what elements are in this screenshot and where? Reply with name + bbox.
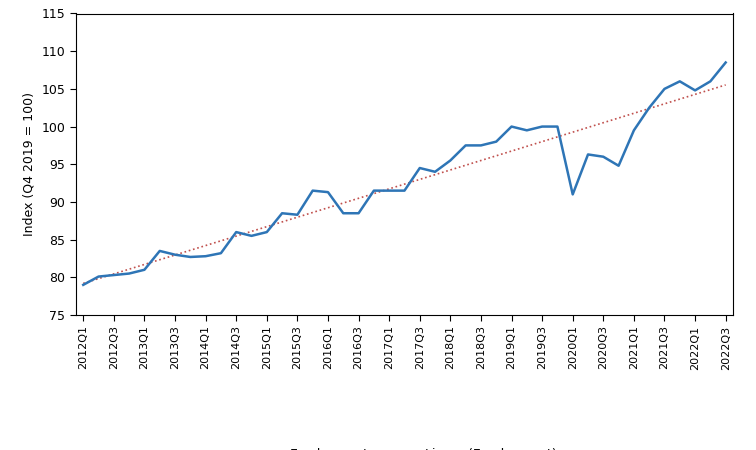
Employment [706,79,715,84]
Linear (Employment) [569,130,578,135]
Linear (Employment) [262,224,271,230]
Employment [339,211,348,216]
Employment [125,271,134,276]
Linear (Employment) [308,210,318,215]
Employment [461,143,470,148]
Linear (Employment) [140,262,149,267]
Linear (Employment) [216,238,225,243]
Employment [538,124,547,129]
Employment [522,128,531,133]
Employment [629,128,638,133]
Linear (Employment) [553,134,562,140]
Linear (Employment) [400,181,409,187]
Legend: Employment, Linear (Employment): Employment, Linear (Employment) [247,442,562,450]
Employment [247,233,256,238]
Employment [79,282,88,288]
Linear (Employment) [538,139,547,144]
Employment [415,165,424,171]
Employment [476,143,485,148]
Linear (Employment) [171,252,180,258]
Linear (Employment) [324,205,333,211]
Linear (Employment) [690,92,699,97]
Employment [140,267,149,272]
Linear (Employment) [476,158,485,163]
Linear (Employment) [721,82,730,88]
Linear (Employment) [277,219,287,225]
Linear (Employment) [629,111,638,116]
Linear (Employment) [370,191,379,196]
Linear (Employment) [645,106,654,111]
Employment [324,189,333,195]
Employment [370,188,379,194]
Employment [675,79,684,84]
Linear (Employment) [491,153,500,158]
Employment [584,152,593,157]
Employment [491,139,500,144]
Employment [231,230,240,235]
Employment [155,248,164,254]
Employment [721,60,730,65]
Linear (Employment) [507,148,516,154]
Linear (Employment) [339,200,348,206]
Linear (Employment) [385,186,394,192]
Employment [216,251,225,256]
Linear (Employment) [293,215,302,220]
Linear (Employment) [354,196,363,201]
Employment [400,188,409,194]
Linear (Employment) [522,144,531,149]
Linear (Employment) [247,229,256,234]
Employment [171,252,180,257]
Employment [186,254,195,260]
Linear (Employment) [614,115,623,121]
Y-axis label: Index (Q4 2019 = 100): Index (Q4 2019 = 100) [23,92,36,236]
Employment [262,230,271,235]
Linear (Employment) [186,248,195,253]
Employment [354,211,363,216]
Linear (Employment) [675,96,684,102]
Employment [385,188,394,194]
Employment [660,86,669,92]
Linear (Employment) [461,162,470,168]
Linear (Employment) [125,266,134,272]
Linear (Employment) [415,177,424,182]
Line: Employment: Employment [83,63,726,285]
Employment [690,88,699,93]
Linear (Employment) [201,243,210,248]
Linear (Employment) [79,281,88,286]
Linear (Employment) [584,125,593,130]
Employment [507,124,516,129]
Employment [599,154,608,159]
Employment [614,163,623,168]
Employment [110,272,119,278]
Employment [94,274,103,279]
Employment [553,124,562,129]
Linear (Employment) [706,87,715,92]
Employment [645,105,654,110]
Employment [430,169,439,175]
Linear (Employment) [94,276,103,281]
Employment [293,212,302,217]
Linear (Employment) [110,271,119,277]
Linear (Employment) [599,120,608,126]
Employment [446,158,455,163]
Employment [569,192,578,197]
Employment [201,253,210,259]
Employment [308,188,318,194]
Line: Linear (Employment): Linear (Employment) [83,85,726,284]
Linear (Employment) [430,172,439,177]
Linear (Employment) [231,234,240,239]
Linear (Employment) [155,257,164,262]
Employment [277,211,287,216]
Linear (Employment) [660,101,669,107]
Linear (Employment) [446,167,455,173]
